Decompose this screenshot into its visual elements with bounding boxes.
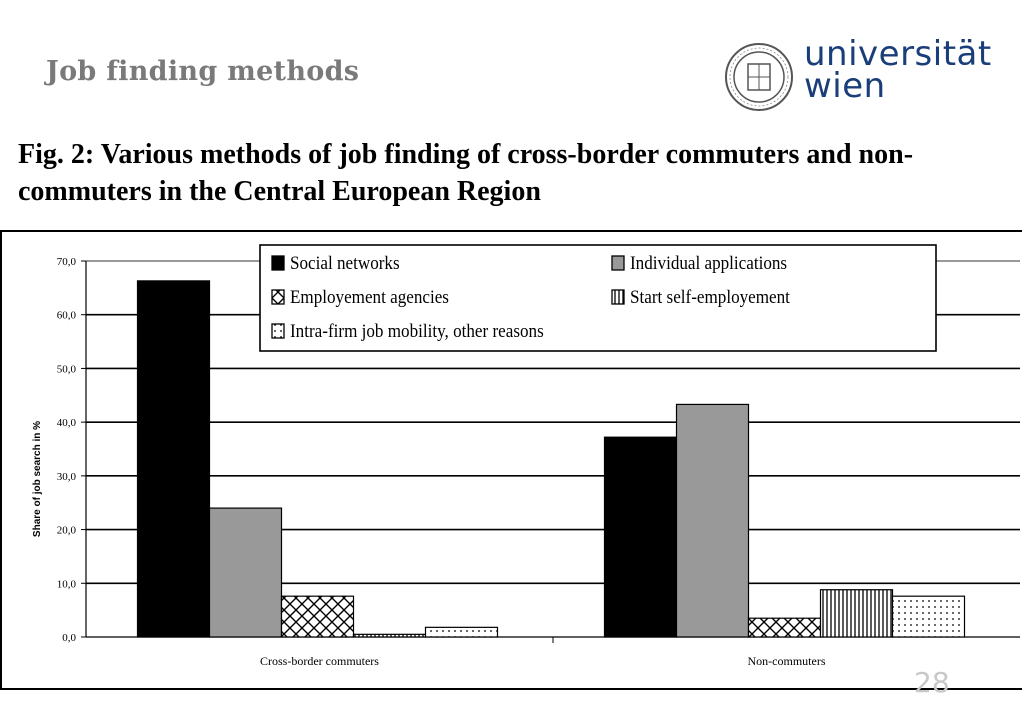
y-tick-label: 40,0 — [57, 417, 77, 429]
figure-title: Fig. 2: Various methods of job finding o… — [18, 139, 914, 207]
legend-swatch — [611, 289, 625, 305]
page-number: 28 — [914, 666, 950, 699]
university-logo: universität wien — [724, 37, 991, 114]
bar — [136, 280, 211, 638]
legend-label: Intra-firm job mobility, other reasons — [290, 320, 544, 341]
legend-swatch — [271, 289, 285, 305]
y-tick-label: 60,0 — [57, 310, 77, 322]
university-seal-icon — [725, 43, 793, 111]
bar — [424, 626, 499, 638]
legend-swatch — [271, 255, 285, 271]
x-category-label: Cross-border commuters — [260, 654, 379, 668]
y-tick-label: 10,0 — [57, 578, 77, 590]
legend-label: Individual applications — [630, 252, 787, 273]
bar — [891, 595, 966, 638]
bar — [819, 589, 894, 638]
legend-swatch — [611, 255, 625, 271]
y-tick-label: 20,0 — [57, 525, 77, 537]
bar-chart: 0,0 10,0 20,0 30,0 40,0 50,0 60,0 70,0 Cross-bor… — [32, 244, 1020, 668]
legend: Social networks Individual applications Em… — [259, 244, 937, 352]
chart-frame: 0,0 10,0 20,0 30,0 40,0 50,0 60,0 70,0 Cross-bor… — [0, 230, 1022, 690]
bar — [675, 403, 750, 638]
y-tick-label: 70,0 — [57, 256, 77, 268]
legend-label: Employement agencies — [290, 286, 449, 307]
y-tick-label: 0,0 — [62, 632, 76, 644]
wordmark-line-1: universität — [804, 34, 992, 74]
legend-label: Social networks — [290, 252, 400, 273]
legend-label: Start self-employement — [630, 286, 790, 307]
y-axis-title: Share of job search in % — [32, 421, 43, 537]
bar — [603, 436, 678, 638]
legend-box — [259, 244, 937, 352]
bar — [747, 617, 822, 638]
bars — [136, 280, 966, 638]
y-tick-label: 50,0 — [57, 363, 77, 375]
bar — [280, 595, 355, 638]
y-tick-label: 30,0 — [57, 471, 77, 483]
x-category-label: Non-commuters — [748, 654, 826, 668]
wordmark-line-2: wien — [804, 66, 886, 106]
university-wordmark: universität wien — [804, 34, 992, 106]
legend-swatch — [271, 323, 285, 339]
bar — [208, 507, 283, 638]
bar — [352, 633, 427, 638]
slide-title: Job finding methods — [46, 56, 360, 87]
axis-labels: 0,0 10,0 20,0 30,0 40,0 50,0 60,0 70,0 Cross-bor… — [32, 256, 826, 668]
